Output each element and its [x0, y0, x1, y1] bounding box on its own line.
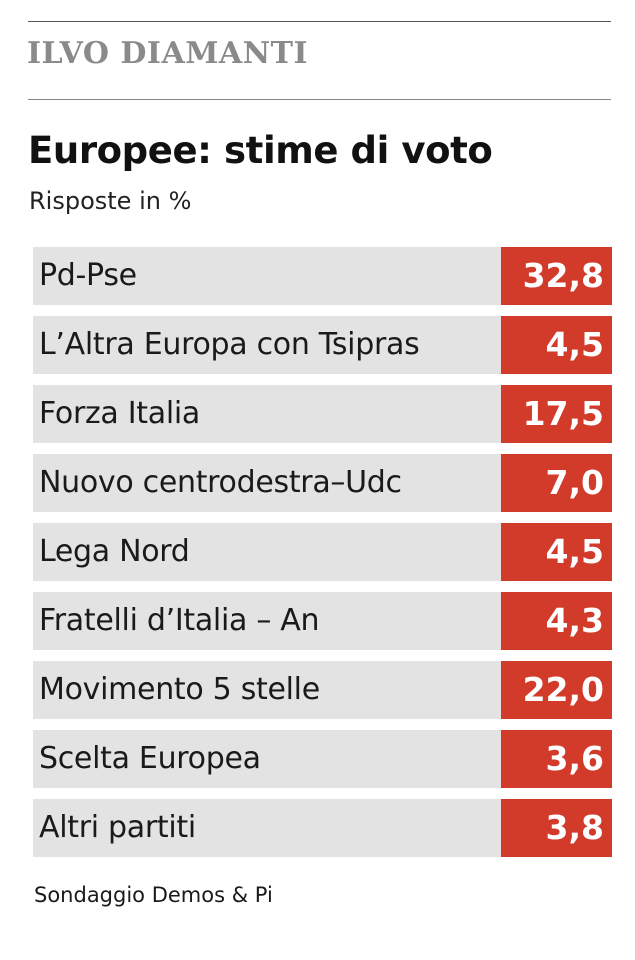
- vote-value: 22,0: [522, 670, 604, 709]
- vote-value-box: 3,6: [501, 730, 612, 788]
- party-label: Nuovo centrodestra–Udc: [39, 465, 402, 500]
- party-label: L’Altra Europa con Tsipras: [39, 327, 420, 362]
- party-label: Scelta Europea: [39, 741, 261, 776]
- vote-value-box: 4,5: [501, 316, 612, 374]
- table-row: Scelta Europea 3,6: [33, 730, 612, 788]
- party-label: Altri partiti: [39, 810, 196, 845]
- table-row: L’Altra Europa con Tsipras 4,5: [33, 316, 612, 374]
- party-label: Movimento 5 stelle: [39, 672, 320, 707]
- vote-value-box: 22,0: [501, 661, 612, 719]
- vote-value-box: 32,8: [501, 247, 612, 305]
- vote-value-box: 3,8: [501, 799, 612, 857]
- party-label: Pd-Pse: [39, 258, 137, 293]
- vote-value: 32,8: [522, 256, 604, 295]
- vote-value: 17,5: [522, 394, 604, 433]
- results-table: Pd-Pse 32,8 L’Altra Europa con Tsipras 4,5 F…: [33, 247, 612, 868]
- party-label: Fratelli d’Italia – An: [39, 603, 320, 638]
- table-row: Movimento 5 stelle 22,0: [33, 661, 612, 719]
- header-divider: [28, 99, 611, 100]
- chart-subtitle: Risposte in %: [29, 187, 192, 215]
- chart-title: Europee: stime di voto: [28, 129, 493, 172]
- table-row: Pd-Pse 32,8: [33, 247, 612, 305]
- vote-value: 7,0: [545, 463, 604, 502]
- party-label: Lega Nord: [39, 534, 190, 569]
- vote-value: 4,5: [545, 325, 604, 364]
- vote-value-box: 17,5: [501, 385, 612, 443]
- top-divider: [28, 21, 611, 22]
- table-row: Lega Nord 4,5: [33, 523, 612, 581]
- table-row: Forza Italia 17,5: [33, 385, 612, 443]
- party-label: Forza Italia: [39, 396, 200, 431]
- table-row: Nuovo centrodestra–Udc 7,0: [33, 454, 612, 512]
- vote-value: 3,8: [545, 808, 604, 847]
- vote-value-box: 7,0: [501, 454, 612, 512]
- vote-value: 4,5: [545, 532, 604, 571]
- vote-value: 4,3: [545, 601, 604, 640]
- author-name: ILVO DIAMANTI: [27, 36, 308, 71]
- vote-value-box: 4,5: [501, 523, 612, 581]
- table-row: Fratelli d’Italia – An 4,3: [33, 592, 612, 650]
- table-row: Altri partiti 3,8: [33, 799, 612, 857]
- vote-value: 3,6: [545, 739, 604, 778]
- chart-source: Sondaggio Demos & Pi: [34, 883, 273, 907]
- vote-value-box: 4,3: [501, 592, 612, 650]
